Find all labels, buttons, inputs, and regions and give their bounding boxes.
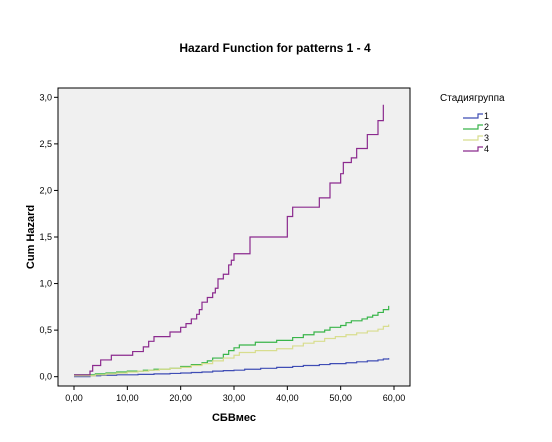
chart-title: Hazard Function for patterns 1 - 4 <box>179 41 371 55</box>
y-tick-label: 3,0 <box>39 92 52 102</box>
x-tick-label: 60,00 <box>383 393 406 403</box>
legend-swatch-4 <box>463 146 483 152</box>
series-lines <box>74 104 390 378</box>
legend-label-2: 2 <box>484 122 489 132</box>
series-line-1 <box>74 358 390 378</box>
y-tick-label: 1,0 <box>39 279 52 289</box>
legend-swatch-2 <box>463 124 483 130</box>
x-tick-label: 20,00 <box>169 393 192 403</box>
x-tick-label: 0,00 <box>65 393 83 403</box>
legend-label-4: 4 <box>484 144 489 154</box>
y-tick-label: 1,5 <box>39 232 52 242</box>
y-axis-ticks: 0,0 0,5 1,0 1,5 2,0 2,5 3,0 <box>39 92 58 382</box>
legend-swatch-3 <box>463 135 483 141</box>
x-axis-ticks: 0,00 10,00 20,00 30,00 40,00 50,00 60,00 <box>65 386 405 403</box>
y-axis-label: Cum Hazard <box>25 205 37 269</box>
x-tick-label: 30,00 <box>223 393 246 403</box>
x-tick-label: 50,00 <box>329 393 352 403</box>
series-line-4 <box>74 104 384 376</box>
legend-title: Стадиягруппа <box>440 93 505 104</box>
y-tick-label: 0,0 <box>39 372 52 382</box>
plot-area <box>57 87 411 387</box>
legend-swatch-1 <box>463 113 483 119</box>
y-tick-label: 0,5 <box>39 325 52 335</box>
x-tick-label: 40,00 <box>276 393 299 403</box>
x-axis-label: СБВмес <box>212 412 256 424</box>
legend-label-1: 1 <box>484 111 489 121</box>
y-tick-label: 2,0 <box>39 185 52 195</box>
x-tick-label: 10,00 <box>116 393 139 403</box>
legend-label-3: 3 <box>484 133 489 143</box>
y-tick-label: 2,5 <box>39 139 52 149</box>
series-line-3 <box>74 324 390 377</box>
